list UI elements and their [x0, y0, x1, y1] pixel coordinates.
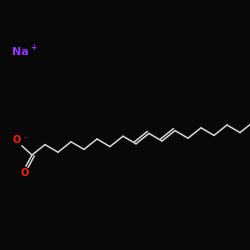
Text: Na: Na	[12, 47, 29, 57]
Text: +: +	[30, 42, 36, 51]
Text: O: O	[21, 168, 29, 178]
Text: O: O	[13, 135, 21, 145]
Text: ⁻: ⁻	[24, 136, 27, 142]
